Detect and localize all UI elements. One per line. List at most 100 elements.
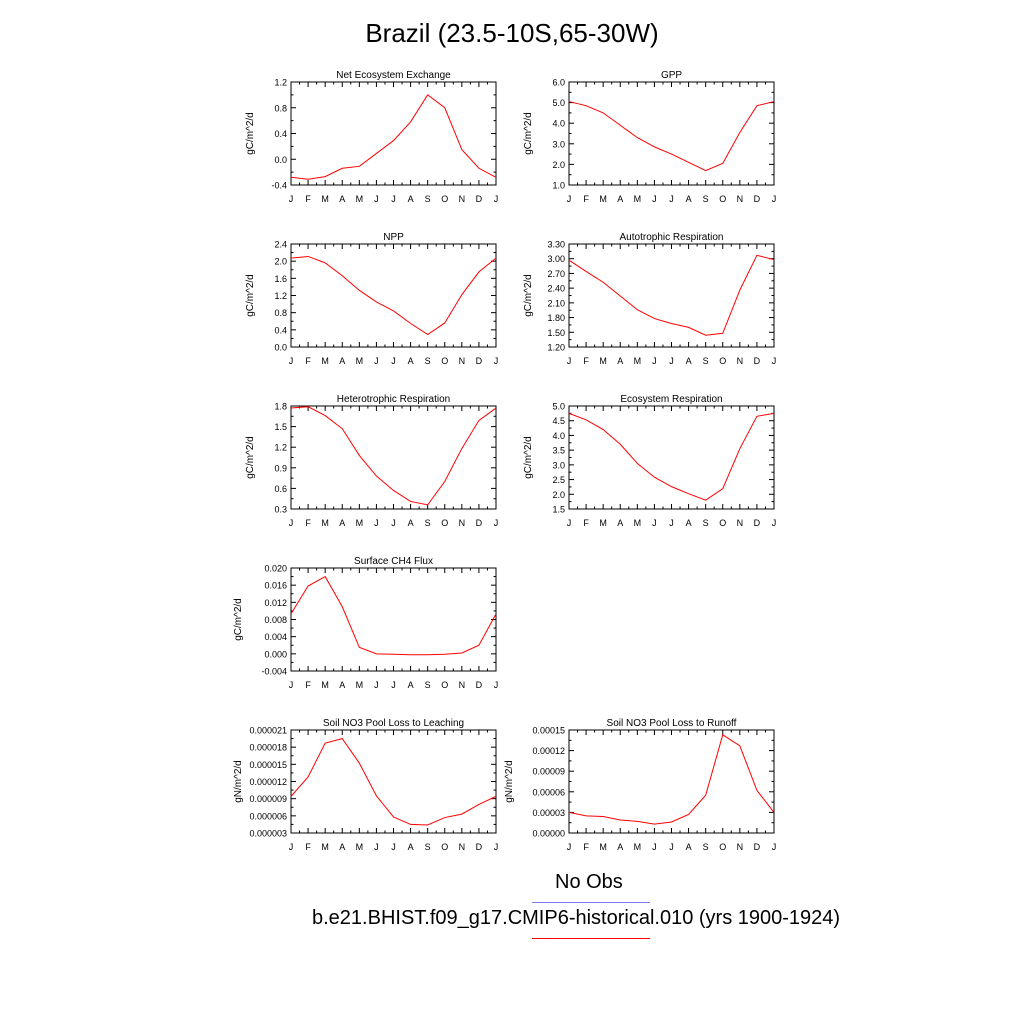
x-tick-label: M xyxy=(634,518,642,528)
x-tick-label: J xyxy=(567,842,572,852)
y-axis-label: gC/m^2/d xyxy=(245,112,256,155)
y-tick-label: -0.004 xyxy=(261,667,287,677)
x-tick-label: A xyxy=(339,356,345,366)
x-tick-label: M xyxy=(356,194,364,204)
plot-frame xyxy=(290,81,497,186)
y-tick-label: 0.6 xyxy=(274,484,287,494)
x-tick-label: A xyxy=(339,842,345,852)
y-tick-label: 0.00003 xyxy=(532,808,565,818)
x-tick-label: J xyxy=(374,194,379,204)
y-axis-label: gC/m^2/d xyxy=(245,274,256,317)
plot-area: Soil NO3 Pool Loss to Leaching gN/m^2/d J F… xyxy=(233,718,498,852)
x-tick-label: J xyxy=(772,356,777,366)
x-tick-label: M xyxy=(356,842,364,852)
x-tick-label: J xyxy=(391,842,396,852)
figure-title: Brazil (23.5-10S,65-30W) xyxy=(365,18,659,48)
x-tick-label: O xyxy=(441,518,448,528)
panel-title: Ecosystem Respiration xyxy=(620,394,722,405)
x-tick-label: J xyxy=(374,842,379,852)
x-tick-label: M xyxy=(321,194,329,204)
x-tick-label: A xyxy=(408,194,414,204)
y-tick-label: 1.6 xyxy=(274,274,287,284)
legend-obs-line xyxy=(532,902,650,903)
x-tick-label: N xyxy=(737,356,744,366)
y-tick-label: 0.000018 xyxy=(249,743,287,753)
y-axis-label: gC/m^2/d xyxy=(233,598,244,641)
y-tick-label: 5.0 xyxy=(552,98,565,108)
x-tick-label: J xyxy=(289,356,294,366)
x-tick-label: O xyxy=(719,194,726,204)
x-tick-label: J xyxy=(567,356,572,366)
x-tick-label: J xyxy=(391,680,396,690)
series-line xyxy=(290,255,497,336)
x-tick-label: J xyxy=(652,356,657,366)
series-line xyxy=(568,412,775,501)
y-tick-label: 0.000003 xyxy=(249,829,287,839)
x-tick-label: S xyxy=(703,194,709,204)
x-tick-label: D xyxy=(476,680,483,690)
x-tick-label: M xyxy=(321,356,329,366)
x-tick-label: J xyxy=(652,842,657,852)
x-tick-label: A xyxy=(686,842,692,852)
y-tick-label: 0.016 xyxy=(264,581,287,591)
x-tick-label: J xyxy=(289,194,294,204)
x-tick-label: S xyxy=(425,680,431,690)
x-tick-label: J xyxy=(772,518,777,528)
x-tick-label: M xyxy=(634,356,642,366)
x-tick-label: A xyxy=(686,518,692,528)
x-tick-label: A xyxy=(617,842,623,852)
x-tick-label: A xyxy=(617,194,623,204)
x-tick-label: M xyxy=(634,842,642,852)
x-tick-label: J xyxy=(772,842,777,852)
panel-title: Net Ecosystem Exchange xyxy=(336,70,451,81)
x-tick-label: N xyxy=(459,356,466,366)
x-tick-label: M xyxy=(356,680,364,690)
series-line xyxy=(290,406,497,506)
x-tick-label: J xyxy=(391,194,396,204)
y-tick-label: 4.0 xyxy=(552,119,565,129)
y-tick-label: 0.000 xyxy=(264,649,287,659)
x-tick-label: A xyxy=(686,194,692,204)
x-tick-label: A xyxy=(408,842,414,852)
y-axis-label: gN/m^2/d xyxy=(233,760,244,803)
y-axis-label: gC/m^2/d xyxy=(523,436,534,479)
panel-title: Soil NO3 Pool Loss to Leaching xyxy=(323,718,464,729)
x-tick-label: A xyxy=(408,680,414,690)
y-tick-label: 0.0 xyxy=(274,155,287,165)
y-tick-label: 0.020 xyxy=(264,564,287,574)
y-tick-label: 1.20 xyxy=(547,343,565,353)
x-tick-label: A xyxy=(617,356,623,366)
x-tick-label: A xyxy=(408,518,414,528)
x-tick-label: D xyxy=(754,194,761,204)
x-tick-label: N xyxy=(459,518,466,528)
x-tick-label: F xyxy=(305,518,311,528)
y-tick-label: 0.00012 xyxy=(532,746,565,756)
series-line xyxy=(568,254,775,336)
x-tick-label: J xyxy=(567,194,572,204)
chart-panel: Soil NO3 Pool Loss to Leaching gN/m^2/d J F… xyxy=(233,718,498,852)
y-tick-label: 1.2 xyxy=(274,78,287,88)
x-tick-label: S xyxy=(703,356,709,366)
legend-model-label: b.e21.BHIST.f09_g17.CMIP6-historical.010… xyxy=(312,907,841,929)
y-axis-label: gN/m^2/d xyxy=(504,760,515,803)
x-tick-label: J xyxy=(494,194,499,204)
x-tick-label: J xyxy=(289,680,294,690)
x-tick-label: N xyxy=(737,194,744,204)
y-tick-label: 2.0 xyxy=(274,257,287,267)
x-tick-label: F xyxy=(583,518,589,528)
y-tick-label: 0.000006 xyxy=(249,811,287,821)
series-line xyxy=(568,101,775,172)
x-tick-label: J xyxy=(494,842,499,852)
x-tick-label: M xyxy=(321,680,329,690)
x-tick-label: O xyxy=(441,194,448,204)
y-tick-label: 0.4 xyxy=(274,325,287,335)
y-tick-label: 1.5 xyxy=(552,505,565,515)
y-tick-label: 3.30 xyxy=(547,240,565,250)
panel-title: NPP xyxy=(383,232,404,243)
